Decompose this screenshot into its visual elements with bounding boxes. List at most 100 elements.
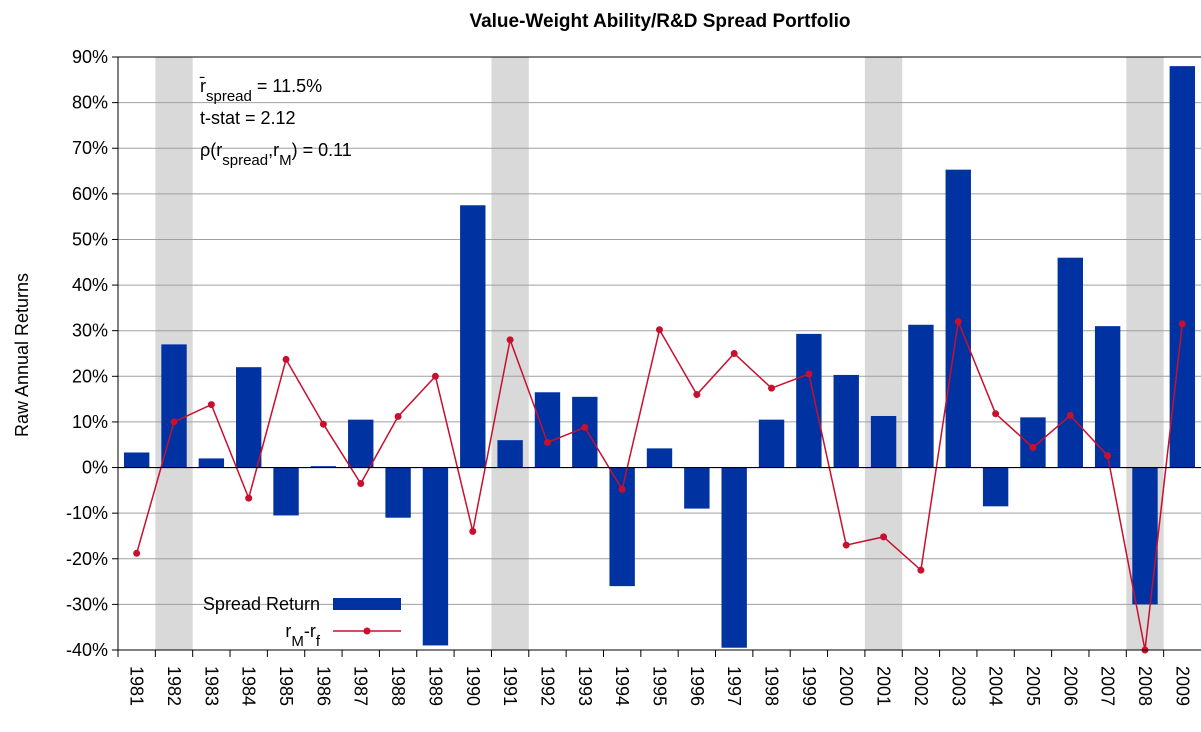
bar	[273, 467, 299, 516]
marker	[357, 480, 365, 488]
bar	[497, 440, 523, 468]
bar	[310, 466, 337, 468]
x-tick-label: 1985	[276, 666, 296, 706]
y-tick-label: 70%	[72, 138, 108, 158]
annotation: ρ(rspread,rM) = 0.11	[200, 140, 352, 169]
y-tick-label: 10%	[72, 412, 108, 432]
marker	[394, 412, 402, 420]
marker	[581, 423, 589, 431]
text-part: f	[316, 633, 321, 650]
x-tick-label: 1982	[164, 666, 184, 706]
x-tick-label: 1981	[127, 666, 147, 706]
marker	[133, 549, 141, 557]
marker	[805, 370, 813, 378]
x-tick-label: 1987	[351, 666, 371, 706]
bar	[1094, 326, 1121, 468]
marker	[1104, 452, 1112, 460]
marker	[506, 336, 514, 344]
bar	[534, 392, 561, 468]
x-tick-label: 1992	[537, 666, 557, 706]
x-tick-label: 1995	[650, 666, 670, 706]
annotation: r̄spread = 11.5%	[199, 76, 322, 105]
bar	[796, 333, 822, 468]
marker	[954, 318, 962, 326]
marker	[842, 541, 850, 549]
y-tick-label: 50%	[72, 229, 108, 249]
y-tick-label: 80%	[72, 93, 108, 113]
bar	[609, 467, 635, 587]
text-part: M	[279, 152, 292, 169]
x-tick-label: 1989	[425, 666, 445, 706]
marker	[1178, 320, 1186, 328]
text-part: ρ(r	[200, 140, 222, 160]
marker	[730, 350, 738, 357]
marker	[282, 355, 290, 363]
x-tick-label: 2001	[874, 666, 894, 706]
y-tick-label: 30%	[72, 321, 108, 341]
x-tick-label: 2003	[948, 666, 968, 706]
marker	[917, 566, 925, 574]
annotation: t-stat = 2.12	[200, 108, 296, 128]
bar	[1132, 467, 1158, 605]
y-tick-label: -30%	[66, 594, 108, 614]
marker	[992, 410, 1000, 418]
x-tick-label: 1983	[201, 666, 221, 706]
text-part: r	[285, 621, 291, 641]
bar	[982, 467, 1009, 507]
text-part: t-stat = 2.12	[200, 108, 296, 128]
x-tick-label: 1997	[724, 666, 744, 706]
x-tick-label: 2005	[1023, 666, 1043, 706]
x-tick-label: 1993	[575, 666, 595, 706]
y-tick-label: 20%	[72, 366, 108, 386]
bar	[236, 367, 262, 468]
y-tick-label: 90%	[72, 47, 108, 67]
x-tick-label: 1996	[687, 666, 707, 706]
x-tick-label: 1988	[388, 666, 408, 706]
bar	[1057, 257, 1083, 468]
bar	[123, 452, 150, 468]
marker	[693, 391, 701, 399]
bar	[833, 374, 859, 468]
marker	[656, 326, 663, 334]
x-tick-label: 2006	[1060, 666, 1080, 706]
shaded-band	[864, 57, 903, 650]
marker	[207, 401, 215, 409]
marker	[319, 420, 327, 428]
bar	[422, 467, 449, 646]
bar	[870, 415, 897, 468]
x-tick-label: 1994	[612, 666, 632, 706]
y-tick-label: 40%	[72, 275, 108, 295]
bar	[385, 467, 411, 518]
x-tick-label: 2008	[1135, 666, 1155, 706]
marker	[245, 494, 253, 502]
marker	[1066, 412, 1074, 420]
chart-title: Value-Weight Ability/R&D Spread Portfoli…	[469, 11, 850, 32]
x-tick-label: 2009	[1172, 666, 1192, 706]
bar	[460, 205, 486, 468]
bar	[908, 324, 934, 468]
bar	[161, 344, 187, 468]
text-part: r̄	[199, 76, 206, 96]
legend-marker	[363, 627, 371, 635]
x-tick-label: 1990	[463, 666, 483, 706]
x-tick-label: 2004	[986, 666, 1006, 706]
bar	[572, 396, 598, 468]
bar	[1020, 417, 1046, 468]
marker	[880, 533, 888, 541]
marker	[431, 372, 439, 380]
x-tick-label: 2007	[1098, 666, 1118, 706]
bar	[721, 467, 747, 648]
legend-swatch	[333, 598, 401, 610]
y-tick-label: 60%	[72, 184, 108, 204]
x-tick-label: 1991	[500, 666, 520, 706]
bar	[684, 467, 710, 509]
bar	[646, 448, 673, 468]
text-part: M	[291, 633, 304, 650]
y-axis-label: Raw Annual Returns	[12, 273, 32, 437]
text-part: ,r	[268, 140, 279, 160]
marker	[1029, 443, 1037, 451]
text-part: ) = 0.11	[292, 140, 352, 160]
y-tick-label: 0%	[82, 458, 108, 478]
legend-label: Spread Return	[203, 594, 320, 614]
